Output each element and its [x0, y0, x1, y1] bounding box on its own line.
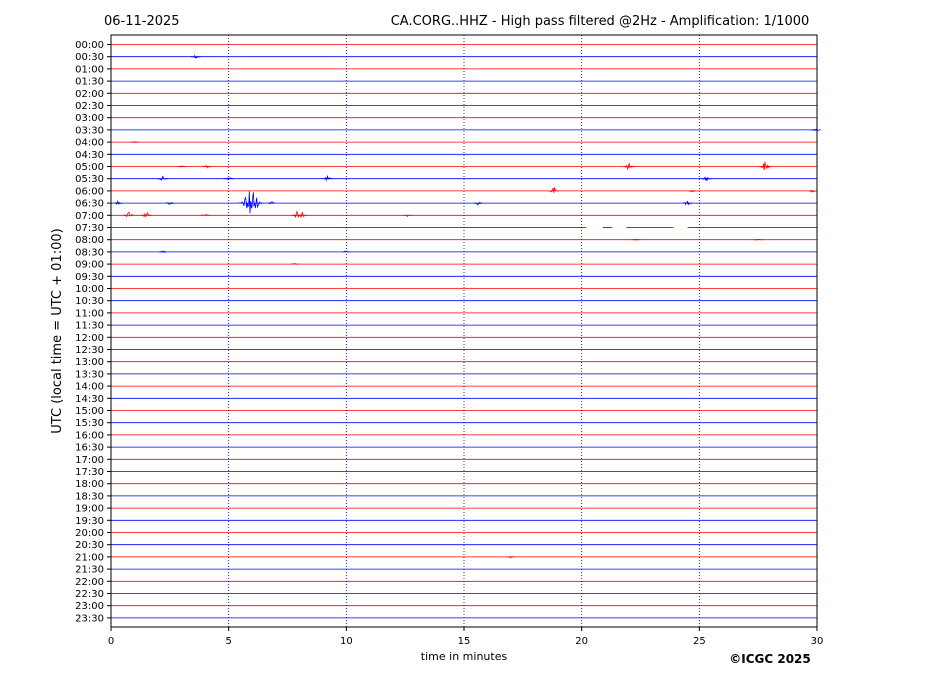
- y-tick-label: 04:00: [75, 138, 104, 149]
- y-tick-label: 03:30: [75, 125, 104, 136]
- y-tick-label: 06:30: [75, 199, 104, 210]
- y-tick-label: 05:00: [75, 162, 104, 173]
- y-axis-label: UTC (local time = UTC + 01:00): [50, 228, 65, 433]
- seismic-event: [631, 238, 641, 242]
- y-tick-label: 23:30: [75, 613, 104, 624]
- seismic-event: [200, 213, 210, 217]
- y-tick-label: 00:30: [75, 52, 104, 63]
- y-tick-label: 20:00: [75, 528, 104, 539]
- y-tick-label: 10:00: [75, 284, 104, 295]
- seismic-event: [807, 189, 817, 193]
- y-tick-label: 01:30: [75, 77, 104, 88]
- y-tick-label: 19:00: [75, 504, 104, 515]
- y-tick-label: 18:00: [75, 479, 104, 490]
- grid-lines: [228, 35, 700, 627]
- seismic-event: [266, 201, 276, 205]
- y-tick-label: 15:00: [75, 406, 104, 417]
- y-tick-label: 16:00: [75, 430, 104, 441]
- date-label: 06-11-2025: [104, 14, 180, 29]
- y-tick-label: 20:30: [75, 540, 104, 551]
- y-tick-label: 02:00: [75, 89, 104, 100]
- x-tick-label: 5: [225, 636, 231, 647]
- y-tick-label: 07:00: [75, 211, 104, 222]
- y-tick-label: 00:00: [75, 40, 104, 51]
- y-tick-label: 08:30: [75, 247, 104, 258]
- seismic-event: [473, 201, 483, 206]
- seismic-event: [157, 175, 168, 181]
- seismic-event: [322, 174, 333, 182]
- y-tick-label: 07:30: [75, 223, 104, 234]
- seismic-event: [701, 176, 712, 181]
- x-tick-label: 0: [108, 636, 114, 647]
- seismic-event: [238, 191, 264, 214]
- seismic-event: [158, 250, 168, 253]
- y-tick-label: 14:00: [75, 382, 104, 393]
- seismic-event: [402, 214, 413, 217]
- y-tick-label: 18:30: [75, 491, 104, 502]
- y-tick-label: 22:30: [75, 589, 104, 600]
- x-tick-label: 20: [575, 636, 588, 647]
- seismic-event: [687, 190, 697, 193]
- copyright-label: ©ICGC 2025: [729, 652, 811, 666]
- y-tick-label: 15:30: [75, 418, 104, 429]
- y-tick-label: 21:00: [75, 552, 104, 563]
- seismic-event: [290, 263, 299, 265]
- seismic-event: [130, 141, 139, 144]
- chart-title: CA.CORG..HHZ - High pass filtered @2Hz -…: [391, 14, 810, 29]
- seismic-event: [140, 211, 152, 218]
- y-tick-label: 22:00: [75, 577, 104, 588]
- y-tick-label: 16:30: [75, 443, 104, 454]
- y-tick-label: 09:00: [75, 260, 104, 271]
- y-tick-label: 13:00: [75, 357, 104, 368]
- seismic-event: [190, 54, 201, 59]
- x-tick-label: 15: [458, 636, 471, 647]
- y-tick-label: 05:30: [75, 174, 104, 185]
- seismic-event: [113, 199, 123, 205]
- y-tick-label: 11:30: [75, 321, 104, 332]
- seismic-event: [291, 210, 307, 219]
- y-tick-label: 09:30: [75, 272, 104, 283]
- x-tick-label: 10: [340, 636, 353, 647]
- y-tick-label: 11:00: [75, 308, 104, 319]
- seismic-event: [758, 161, 772, 171]
- y-tick-label: 17:30: [75, 467, 104, 478]
- seismic-event: [682, 200, 693, 206]
- x-axis-ticks: 0 5 10 15 20 25 30: [108, 627, 824, 647]
- y-tick-label: 19:30: [75, 516, 104, 527]
- y-tick-label: 06:00: [75, 186, 104, 197]
- y-tick-label: 23:00: [75, 601, 104, 612]
- seismic-event: [223, 177, 234, 181]
- y-tick-label: 10:30: [75, 296, 104, 307]
- seismic-event: [810, 128, 821, 132]
- y-tick-label: 13:30: [75, 369, 104, 380]
- y-tick-label: 21:30: [75, 565, 104, 576]
- x-tick-label: 30: [811, 636, 824, 647]
- trace-group: [111, 44, 821, 619]
- seismic-event: [164, 201, 175, 205]
- seismic-event: [177, 165, 187, 168]
- y-tick-label: 02:30: [75, 101, 104, 112]
- seismic-event: [122, 211, 135, 217]
- plot-frame: [110, 34, 818, 628]
- seismic-event: [202, 164, 213, 169]
- y-tick-label: 01:00: [75, 64, 104, 75]
- y-tick-label: 17:00: [75, 455, 104, 466]
- y-tick-label: 12:00: [75, 333, 104, 344]
- x-axis-label: time in minutes: [421, 650, 508, 663]
- y-tick-label: 08:00: [75, 235, 104, 246]
- x-tick-label: 25: [693, 636, 706, 647]
- y-tick-label: 04:30: [75, 150, 104, 161]
- seismic-event: [547, 186, 560, 193]
- seismic-event: [506, 555, 516, 559]
- y-tick-label: 14:30: [75, 394, 104, 405]
- seismic-event: [753, 238, 763, 241]
- y-tick-label: 12:30: [75, 345, 104, 356]
- seismic-event: [622, 163, 635, 171]
- y-tick-label: 03:00: [75, 113, 104, 124]
